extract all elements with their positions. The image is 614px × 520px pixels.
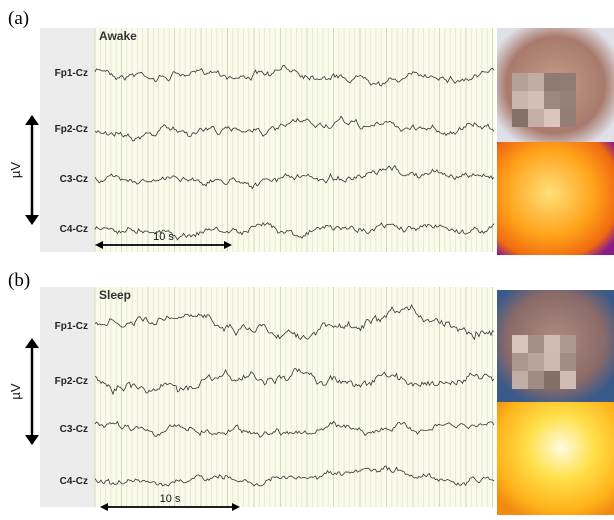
- state-label: Sleep: [99, 288, 131, 302]
- pixelation: [512, 109, 528, 127]
- state-label: Awake: [99, 29, 137, 43]
- channel-label: Fp2-Cz: [55, 376, 88, 387]
- amplitude-unit: µV: [8, 383, 23, 399]
- pixelation: [512, 91, 528, 109]
- pixelation: [560, 73, 576, 91]
- pixelation: [528, 335, 544, 353]
- arrow-head: [224, 241, 232, 249]
- eeg-trace: [94, 368, 495, 396]
- channel-label-column: [40, 287, 95, 507]
- pixelation: [560, 371, 576, 389]
- channel-label: Fp1-Cz: [55, 68, 88, 79]
- pixelation: [544, 91, 560, 109]
- time-scale-label: 10 s: [153, 231, 174, 243]
- pixelation: [512, 335, 528, 353]
- arrow-head: [100, 503, 108, 511]
- arrow-head: [25, 115, 39, 125]
- arrow-head: [25, 338, 39, 348]
- eeg-trace: [94, 164, 495, 190]
- eeg-trace: [94, 465, 495, 487]
- eeg-trace: [94, 304, 495, 341]
- panel-label: (b): [8, 270, 30, 291]
- arrow-head: [25, 435, 39, 445]
- amplitude-unit: µV: [8, 162, 23, 178]
- trace-background: [95, 287, 495, 507]
- pixelation: [528, 73, 544, 91]
- pixelation: [560, 109, 576, 127]
- channel-label: Fp1-Cz: [55, 321, 88, 332]
- trace-background: [95, 28, 495, 252]
- eeg-trace: [94, 420, 495, 438]
- pixelation: [528, 109, 544, 127]
- channel-label: C4-Cz: [60, 224, 88, 235]
- arrow-head: [25, 215, 39, 225]
- pixelation: [528, 353, 544, 371]
- pixelation: [512, 353, 528, 371]
- pixelation: [544, 73, 560, 91]
- channel-label: C3-Cz: [60, 424, 88, 435]
- thermal-photo: [497, 142, 614, 255]
- pixelation: [512, 73, 528, 91]
- thermal-photo: [497, 402, 614, 515]
- pixelation: [560, 91, 576, 109]
- pixelation: [544, 371, 560, 389]
- arrow-head: [95, 241, 103, 249]
- eeg-trace: [94, 221, 495, 241]
- pixelation: [512, 371, 528, 389]
- arrow-head: [232, 503, 240, 511]
- channel-label-column: [40, 28, 95, 252]
- eeg-trace: [94, 64, 495, 87]
- pixelation: [560, 335, 576, 353]
- pixelation: [544, 353, 560, 371]
- pixelation: [528, 91, 544, 109]
- channel-label: C4-Cz: [60, 476, 88, 487]
- pixelation: [528, 371, 544, 389]
- pixelation: [544, 335, 560, 353]
- time-scale-label: 10 s: [160, 493, 181, 505]
- channel-label: C3-Cz: [60, 174, 88, 185]
- panel-label: (a): [8, 8, 29, 29]
- channel-label: Fp2-Cz: [55, 124, 88, 135]
- eeg-trace: [94, 115, 495, 142]
- pixelation: [544, 109, 560, 127]
- pixelation: [560, 353, 576, 371]
